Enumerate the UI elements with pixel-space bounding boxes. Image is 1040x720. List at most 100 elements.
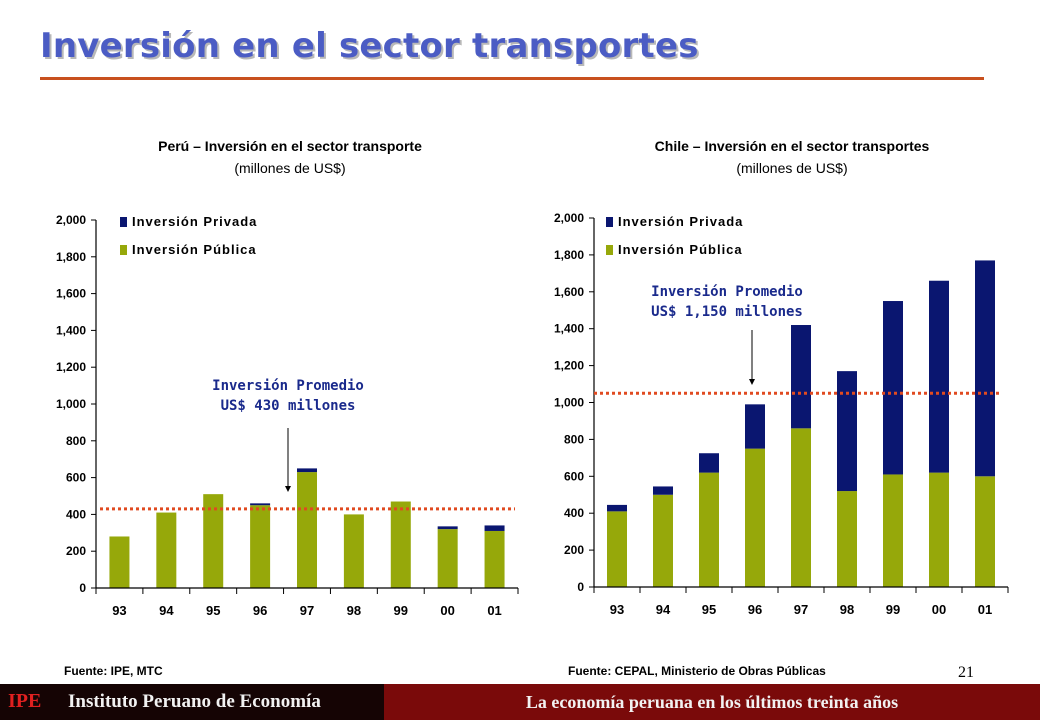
chile-xtick-label: 93 [610, 602, 624, 617]
chile-xtick-label: 01 [978, 602, 992, 617]
peru-legend-swatch [120, 217, 127, 227]
footer-bar: IPE Instituto Peruano de Economía La eco… [0, 684, 1040, 720]
chile-xtick-label: 96 [748, 602, 762, 617]
peru-bar-publica [437, 529, 458, 588]
chile-ytick-label: 0 [577, 580, 584, 594]
peru-bar-publica [484, 530, 505, 588]
peru-xtick-label: 97 [300, 603, 314, 618]
chile-bar-publica [607, 511, 627, 587]
peru-bar-publica [156, 512, 177, 588]
chile-bar-publica [975, 476, 995, 587]
chile-bar-publica [745, 448, 765, 587]
peru-source: Fuente: IPE, MTC [64, 664, 163, 678]
chile-ytick-label: 800 [564, 432, 584, 446]
ipe-logo-text: IPE [8, 690, 42, 712]
chile-bar-privada [929, 280, 949, 473]
peru-annotation-line1: Inversión Promedio [212, 378, 364, 394]
peru-ytick-label: 1,800 [56, 250, 86, 264]
peru-bar-publica [297, 472, 317, 588]
title-underline [40, 77, 984, 80]
peru-legend-label: Inversión Pública [132, 242, 257, 257]
institute-name: Instituto Peruano de Economía [68, 691, 321, 712]
chile-chart-header: Chile – Inversión en el sector transport… [592, 135, 992, 179]
chile-xtick-label: 97 [794, 602, 808, 617]
peru-chart-subtitle: (millones de US$) [234, 160, 346, 176]
chile-bar-publica [699, 472, 719, 587]
chile-xtick-label: 95 [702, 602, 716, 617]
peru-xtick-label: 95 [206, 603, 220, 618]
chile-source: Fuente: CEPAL, Ministerio de Obras Públi… [568, 664, 826, 678]
chile-bar-publica [653, 494, 673, 587]
chile-ytick-label: 400 [564, 506, 584, 520]
chile-chart-title: Chile – Inversión en el sector transport… [654, 138, 930, 154]
chile-bar-privada [837, 371, 857, 492]
chile-bar-privada [653, 486, 673, 495]
peru-ytick-label: 0 [79, 581, 86, 595]
chile-xtick-label: 00 [932, 602, 946, 617]
chile-bar-publica [883, 474, 903, 587]
peru-ytick-label: 1,000 [56, 397, 86, 411]
slide-title: Inversión en el sector transportes [40, 26, 699, 66]
footer-tagline: La economía peruana en los últimos trein… [525, 692, 899, 712]
peru-bar-publica [109, 536, 130, 588]
peru-xtick-label: 96 [253, 603, 267, 618]
page-number: 21 [958, 664, 974, 681]
peru-bar-publica [250, 505, 271, 588]
footer-brand: IPE Instituto Peruano de Economía [0, 684, 384, 720]
chile-bar-privada [699, 453, 719, 473]
chile-annotation-arrowhead [749, 379, 755, 385]
peru-chart-title: Perú – Inversión en el sector transporte [158, 138, 422, 154]
chile-xtick-label: 98 [840, 602, 854, 617]
chile-chart-subtitle: (millones de US$) [736, 160, 848, 176]
peru-annotation-line2: US$ 430 millones [221, 398, 356, 414]
peru-xtick-label: 01 [487, 603, 501, 618]
chile-ytick-label: 1,000 [554, 396, 584, 410]
peru-ytick-label: 2,000 [56, 213, 86, 227]
chile-bar-publica [929, 472, 949, 587]
chile-legend-label: Inversión Pública [618, 242, 743, 257]
chile-xtick-label: 99 [886, 602, 900, 617]
peru-legend-label: Inversión Privada [132, 214, 257, 229]
peru-bar-publica [203, 494, 224, 588]
peru-xtick-label: 93 [112, 603, 126, 618]
chile-bar-publica [791, 428, 811, 587]
chile-xtick-label: 94 [656, 602, 671, 617]
chile-legend-swatch [606, 217, 613, 227]
chile-bar-privada [745, 404, 765, 449]
chile-legend-label: Inversión Privada [618, 214, 743, 229]
peru-annotation-arrowhead [285, 486, 291, 492]
peru-xtick-label: 94 [159, 603, 174, 618]
chile-bar-privada [607, 504, 627, 512]
peru-ytick-label: 1,200 [56, 360, 86, 374]
chile-ytick-label: 600 [564, 469, 584, 483]
chile-bar-privada [975, 260, 995, 477]
chile-ytick-label: 1,800 [554, 248, 584, 262]
peru-bar-publica [390, 501, 411, 588]
peru-bar-privada [437, 526, 458, 530]
chile-annotation-line1: Inversión Promedio [651, 284, 803, 300]
chile-ytick-label: 1,400 [554, 322, 584, 336]
peru-ytick-label: 400 [66, 507, 86, 521]
chile-ytick-label: 1,600 [554, 285, 584, 299]
peru-chart-header: Perú – Inversión en el sector transporte… [95, 135, 485, 179]
chile-bar-privada [791, 325, 811, 429]
chile-ytick-label: 2,000 [554, 211, 584, 225]
chile-bar-privada [883, 301, 903, 475]
chile-ytick-label: 1,200 [554, 359, 584, 373]
chile-bar-publica [837, 491, 857, 587]
peru-bar-privada [484, 525, 505, 531]
peru-bar-publica [343, 514, 364, 588]
peru-ytick-label: 200 [66, 544, 86, 558]
peru-bar-privada [297, 468, 317, 473]
chile-legend-swatch [606, 245, 613, 255]
chile-ytick-label: 200 [564, 543, 584, 557]
peru-ytick-label: 1,400 [56, 323, 86, 337]
chile-annotation-line2: US$ 1,150 millones [651, 304, 803, 320]
peru-ytick-label: 800 [66, 434, 86, 448]
peru-xtick-label: 00 [440, 603, 454, 618]
peru-xtick-label: 99 [394, 603, 408, 618]
peru-ytick-label: 600 [66, 471, 86, 485]
peru-ytick-label: 1,600 [56, 287, 86, 301]
peru-bar-privada [250, 503, 271, 506]
